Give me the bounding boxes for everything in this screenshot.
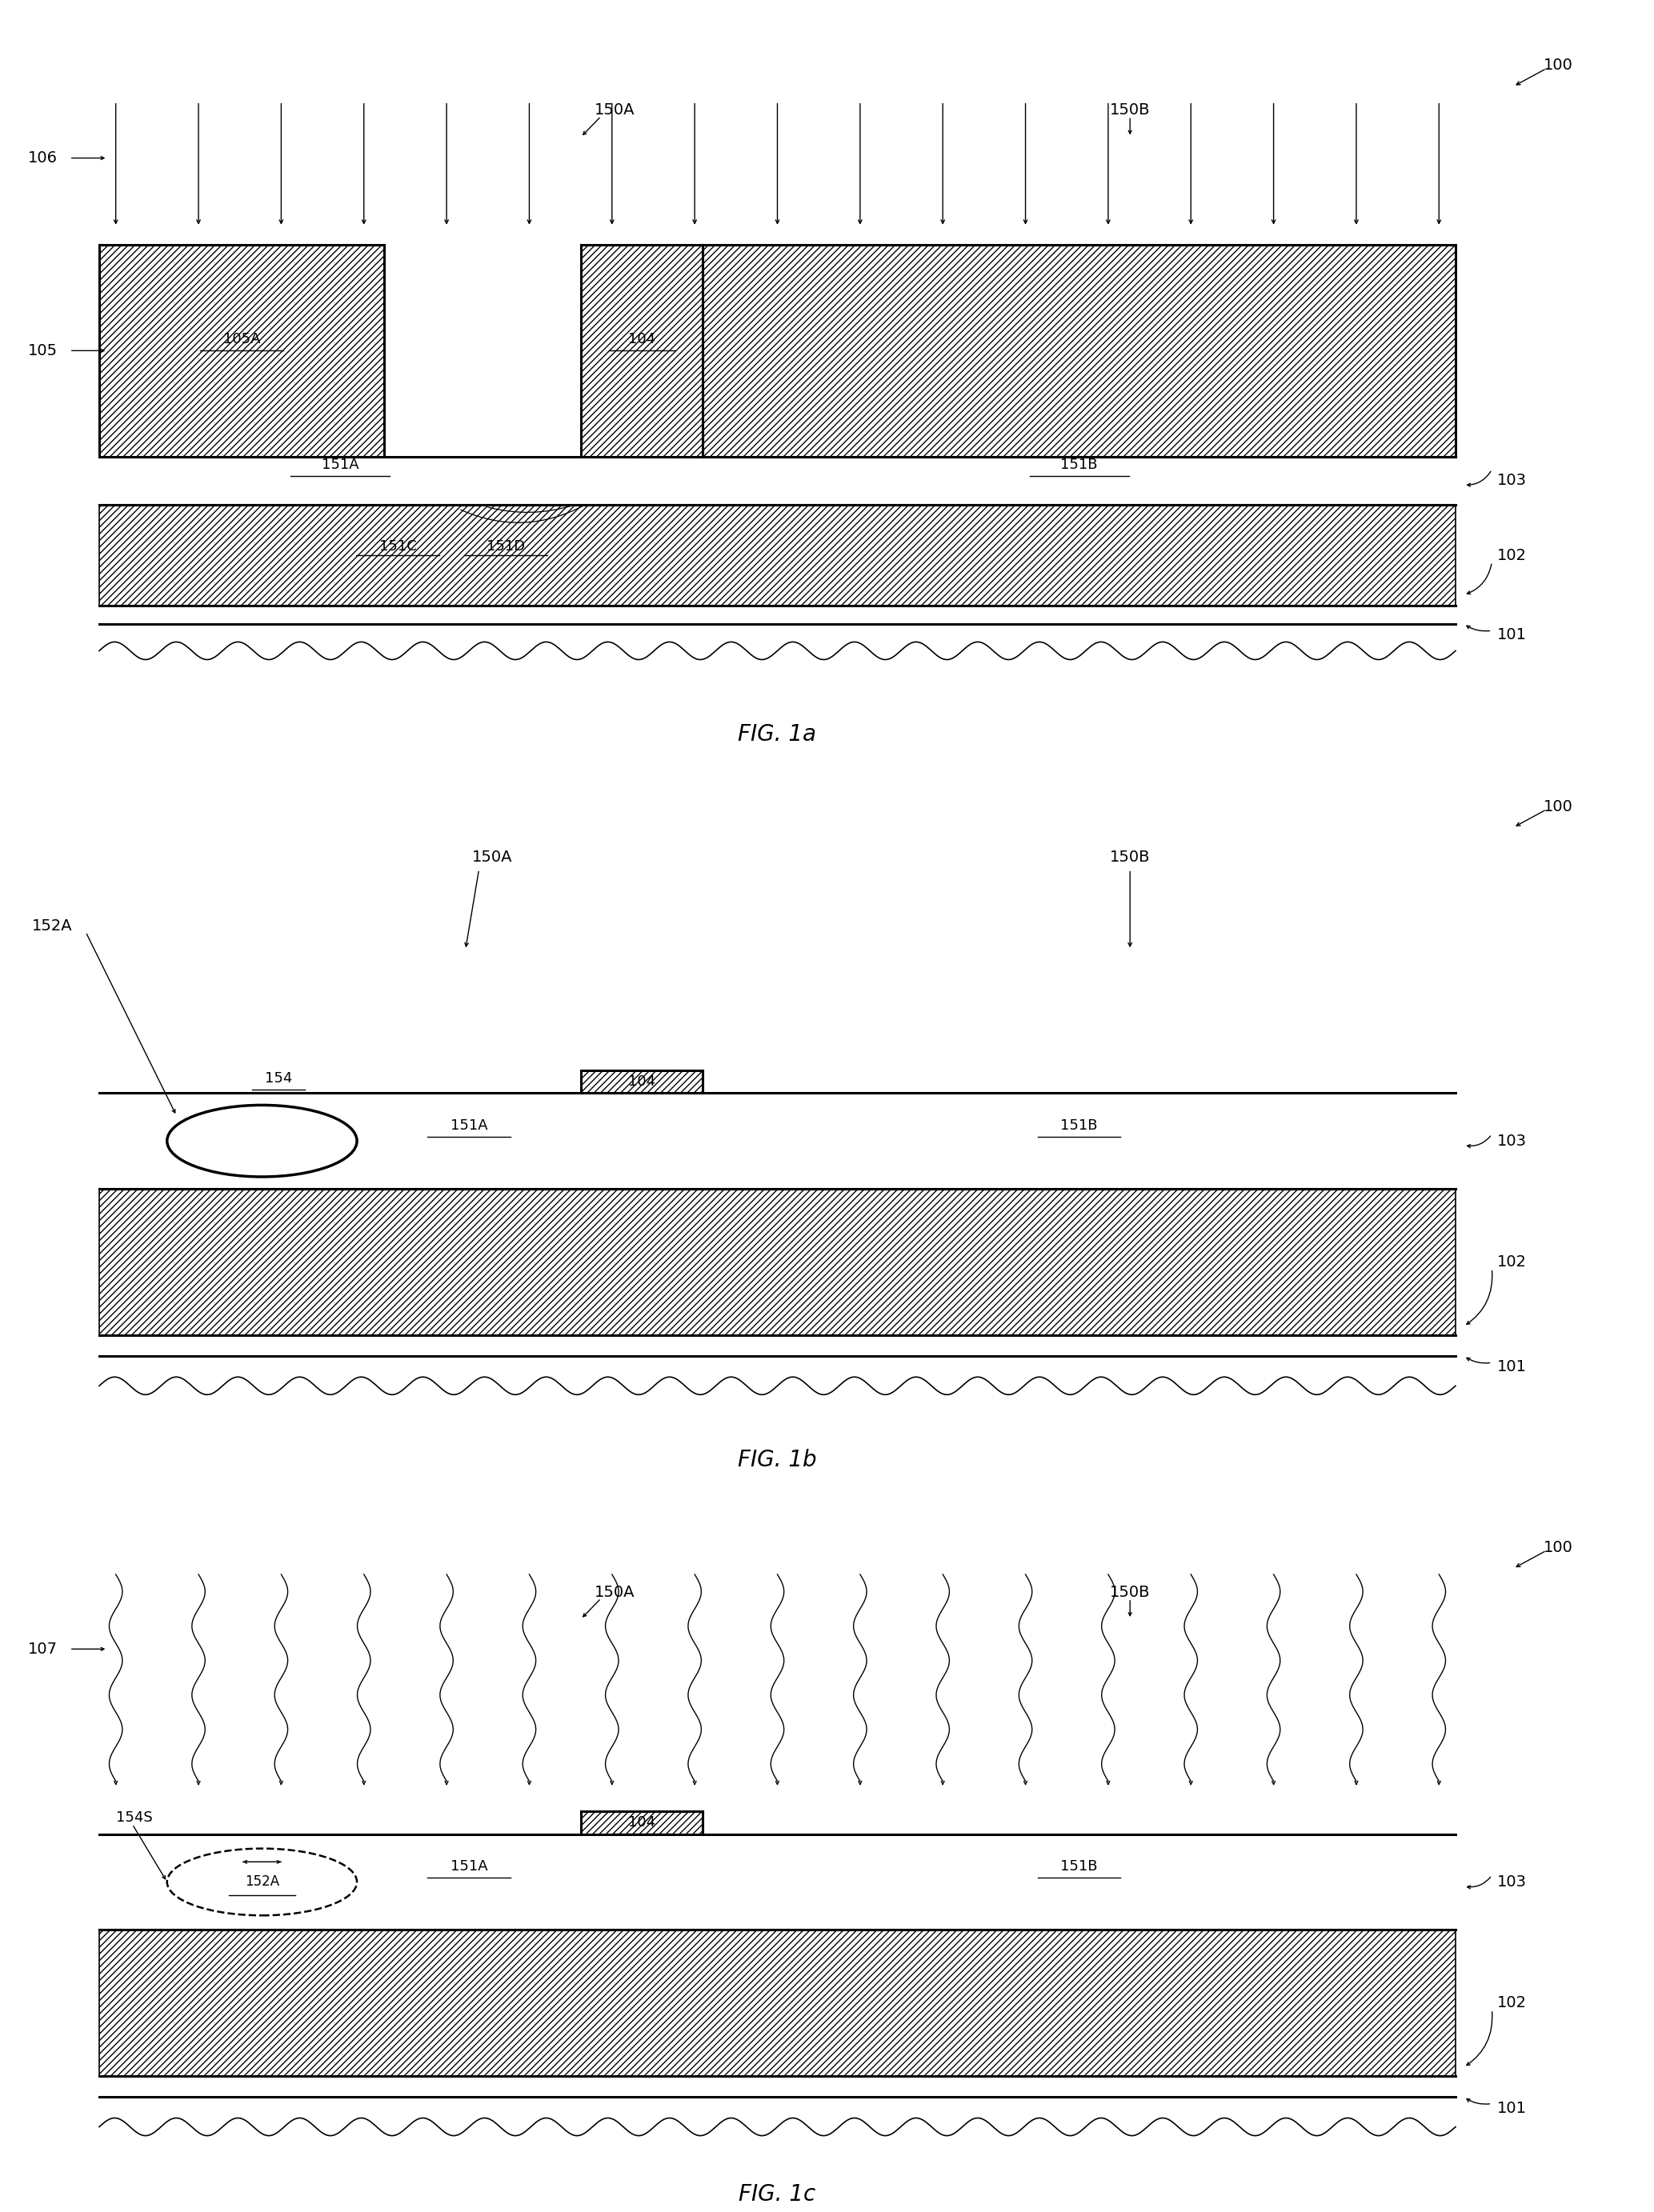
Text: FIG. 1b: FIG. 1b (738, 1449, 817, 1471)
Text: 151C: 151C (379, 540, 417, 553)
Text: 150A: 150A (594, 102, 635, 117)
Text: 104: 104 (629, 332, 655, 347)
Text: 100: 100 (1543, 799, 1573, 814)
Text: 106: 106 (28, 150, 58, 166)
Text: 150B: 150B (1110, 849, 1150, 865)
Bar (99, 1188, 1456, 1336)
Text: 150A: 150A (594, 1584, 635, 1599)
Ellipse shape (167, 1106, 357, 1177)
Text: 151B: 151B (1060, 1860, 1098, 1874)
Text: 105A: 105A (223, 332, 260, 347)
Bar (581, 1812, 703, 1834)
Text: 100: 100 (1543, 1540, 1573, 1555)
Text: 151D: 151D (486, 540, 526, 553)
Text: 152A: 152A (245, 1876, 280, 1889)
Text: 103: 103 (1497, 1874, 1527, 1889)
Text: 151A: 151A (321, 458, 359, 473)
Bar (99, 504, 1456, 606)
Text: 101: 101 (1497, 628, 1527, 641)
Text: 152A: 152A (31, 918, 73, 933)
Ellipse shape (167, 1849, 357, 1916)
Text: 150B: 150B (1110, 1584, 1150, 1599)
Text: 103: 103 (1497, 473, 1527, 489)
Text: 150A: 150A (473, 849, 513, 865)
Text: 151B: 151B (1060, 458, 1098, 473)
Text: FIG. 1c: FIG. 1c (739, 2183, 815, 2205)
Text: 102: 102 (1497, 549, 1527, 562)
Text: 107: 107 (28, 1641, 58, 1657)
Bar (99, 246, 384, 456)
Text: 101: 101 (1497, 2101, 1527, 2115)
Text: 151A: 151A (450, 1860, 488, 1874)
Bar (99, 1929, 1456, 2077)
Text: 104: 104 (629, 1816, 655, 1829)
Text: 102: 102 (1497, 1254, 1527, 1270)
Text: 151B: 151B (1060, 1119, 1098, 1133)
Text: 154S: 154S (116, 1809, 152, 1825)
Bar (581, 1071, 703, 1093)
Text: 151A: 151A (450, 1119, 488, 1133)
Text: 101: 101 (1497, 1360, 1527, 1374)
Text: 102: 102 (1497, 1995, 1527, 2011)
Bar (581, 246, 703, 456)
Text: FIG. 1a: FIG. 1a (738, 723, 817, 745)
Text: 104: 104 (629, 1075, 655, 1088)
Text: 105: 105 (28, 343, 58, 358)
Text: 154: 154 (265, 1071, 293, 1086)
Text: 100: 100 (1543, 58, 1573, 73)
Text: 103: 103 (1497, 1133, 1527, 1148)
Bar (703, 246, 1456, 456)
Text: 150B: 150B (1110, 102, 1150, 117)
